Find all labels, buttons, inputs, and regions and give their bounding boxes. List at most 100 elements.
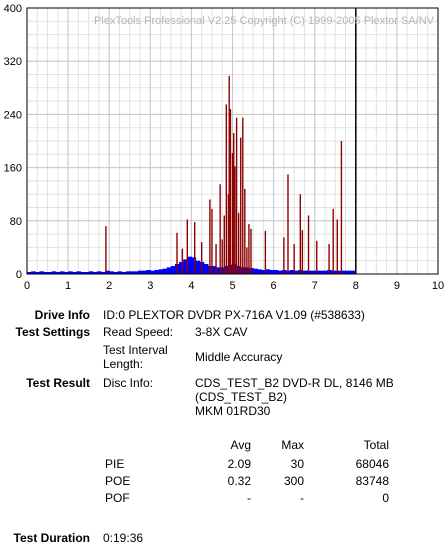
chart-axes [26, 7, 439, 275]
po-error-series [105, 75, 343, 274]
y-tick-label: 240 [4, 109, 22, 121]
pi-error-bar [211, 266, 217, 274]
pi-error-bar [100, 272, 106, 274]
x-tick-label: 2 [106, 280, 112, 292]
pi-error-bar [113, 272, 119, 274]
pi-error-bar [51, 271, 57, 274]
plot-frame [26, 7, 439, 275]
y-tick-label: 160 [4, 163, 22, 175]
pi-error-bar [150, 270, 156, 274]
pi-error-bar [162, 268, 168, 274]
pi-error-bar [39, 271, 45, 274]
pi-error-bar [318, 270, 324, 274]
pi-error-bar [47, 272, 53, 274]
read-speed-value: 3-8X CAV [195, 325, 248, 339]
pi-error-bar [146, 270, 151, 274]
interval-label-line2: Length: [103, 357, 144, 371]
pi-error-bar [55, 272, 61, 274]
pi-error-bar [203, 264, 209, 274]
x-tick-label: 8 [353, 280, 359, 292]
pi-error-bar [322, 270, 328, 274]
row-pie-total: 68046 [355, 457, 389, 471]
interval-value: Middle Accuracy [195, 350, 283, 364]
row-poe-avg: 0.32 [227, 474, 251, 488]
pi-error-bar [158, 269, 164, 274]
pi-error-bar [273, 270, 279, 274]
pi-error-bar [343, 270, 349, 274]
row-pie-avg: 2.09 [227, 457, 251, 471]
disc-info-line3: MKM 01RD30 [195, 404, 271, 418]
y-tick-label: 0 [16, 269, 22, 281]
pi-error-bar [43, 272, 49, 274]
x-tick-label: 1 [65, 280, 71, 292]
pi-error-bar [302, 270, 308, 274]
interval-label-line1: Test Interval [103, 343, 168, 357]
pi-error-bar [142, 270, 147, 274]
x-tick-label: 9 [394, 280, 400, 292]
row-pof-max: - [300, 491, 304, 505]
col-total-header: Total [363, 438, 389, 452]
y-tick-label: 320 [4, 56, 22, 68]
pi-error-bar [35, 272, 40, 274]
pi-error-bar [88, 271, 94, 274]
pi-error-bar [294, 270, 299, 274]
disc-info-label: Disc Info: [103, 376, 154, 390]
pi-error-bar [109, 271, 114, 274]
pi-error-bar [191, 257, 197, 274]
pi-error-bar [179, 262, 184, 274]
pi-error-bar [117, 271, 123, 274]
chart-watermark: PlexTools Professional V2.25 Copyright (… [94, 15, 435, 27]
pi-error-bar [63, 272, 69, 274]
x-tick-label: 3 [147, 280, 153, 292]
x-tick-label: 4 [188, 280, 194, 292]
pi-error-series [27, 256, 357, 274]
row-poe-max: 300 [283, 474, 304, 488]
x-tick-label: 10 [432, 280, 444, 292]
pi-error-bar [195, 260, 201, 274]
pi-error-bar [31, 271, 36, 274]
pi-error-bar [96, 271, 102, 274]
col-max-header: Max [281, 438, 304, 452]
pi-error-bar [125, 271, 131, 274]
pi-error-bar [183, 259, 188, 274]
error-chart: PlexTools Professional V2.25 Copyright (… [4, 3, 444, 292]
pi-error-bar [310, 270, 316, 274]
x-tick-label: 6 [271, 280, 277, 292]
row-pie-name: PIE [105, 457, 125, 471]
pi-error-bar [68, 271, 73, 274]
pi-error-bar [133, 271, 139, 274]
pi-error-bar [137, 270, 143, 274]
pi-error-bar [166, 267, 172, 274]
pi-error-bar [84, 272, 90, 274]
pi-error-bar [154, 270, 160, 274]
pi-error-bar [265, 269, 271, 274]
test-duration-label: Test Duration [13, 531, 90, 545]
pi-error-bar [92, 272, 98, 274]
row-pof-total: 0 [382, 491, 389, 505]
pi-error-bar [277, 270, 283, 274]
pi-error-bar [351, 270, 357, 274]
pi-error-bar [257, 269, 262, 274]
disc-info-line2: (CDS_TEST_B2) [195, 390, 288, 404]
pi-error-bar [261, 270, 266, 274]
row-pof-avg: - [247, 491, 251, 505]
drive-info-label: Drive Info [34, 308, 90, 322]
row-pof-name: POF [105, 491, 130, 505]
drive-info-value: ID:0 PLEXTOR DVDR PX-716A V1.09 (#538633… [103, 308, 365, 322]
x-tick-label: 5 [229, 280, 235, 292]
col-avg-header: Avg [230, 438, 251, 452]
pi-error-bar [59, 271, 65, 274]
test-settings-label: Test Settings [15, 325, 90, 339]
x-tick-label: 0 [24, 280, 30, 292]
pi-error-bar [80, 272, 86, 274]
y-tick-label: 400 [4, 3, 22, 15]
read-speed-label: Read Speed: [103, 325, 174, 339]
y-tick-labels: 0 80 160 240 320 400 [4, 3, 22, 281]
pi-error-bar [347, 270, 353, 274]
test-duration-value: 0:19:36 [103, 531, 144, 545]
pi-error-bar [187, 256, 192, 274]
disc-info-line1: CDS_TEST_B2 DVD-R DL, 8146 MB [195, 376, 394, 390]
x-tick-labels: 0 1 2 3 4 5 6 7 8 9 10 [24, 280, 444, 292]
pi-error-bar [269, 270, 275, 274]
pi-error-bar [121, 272, 127, 274]
